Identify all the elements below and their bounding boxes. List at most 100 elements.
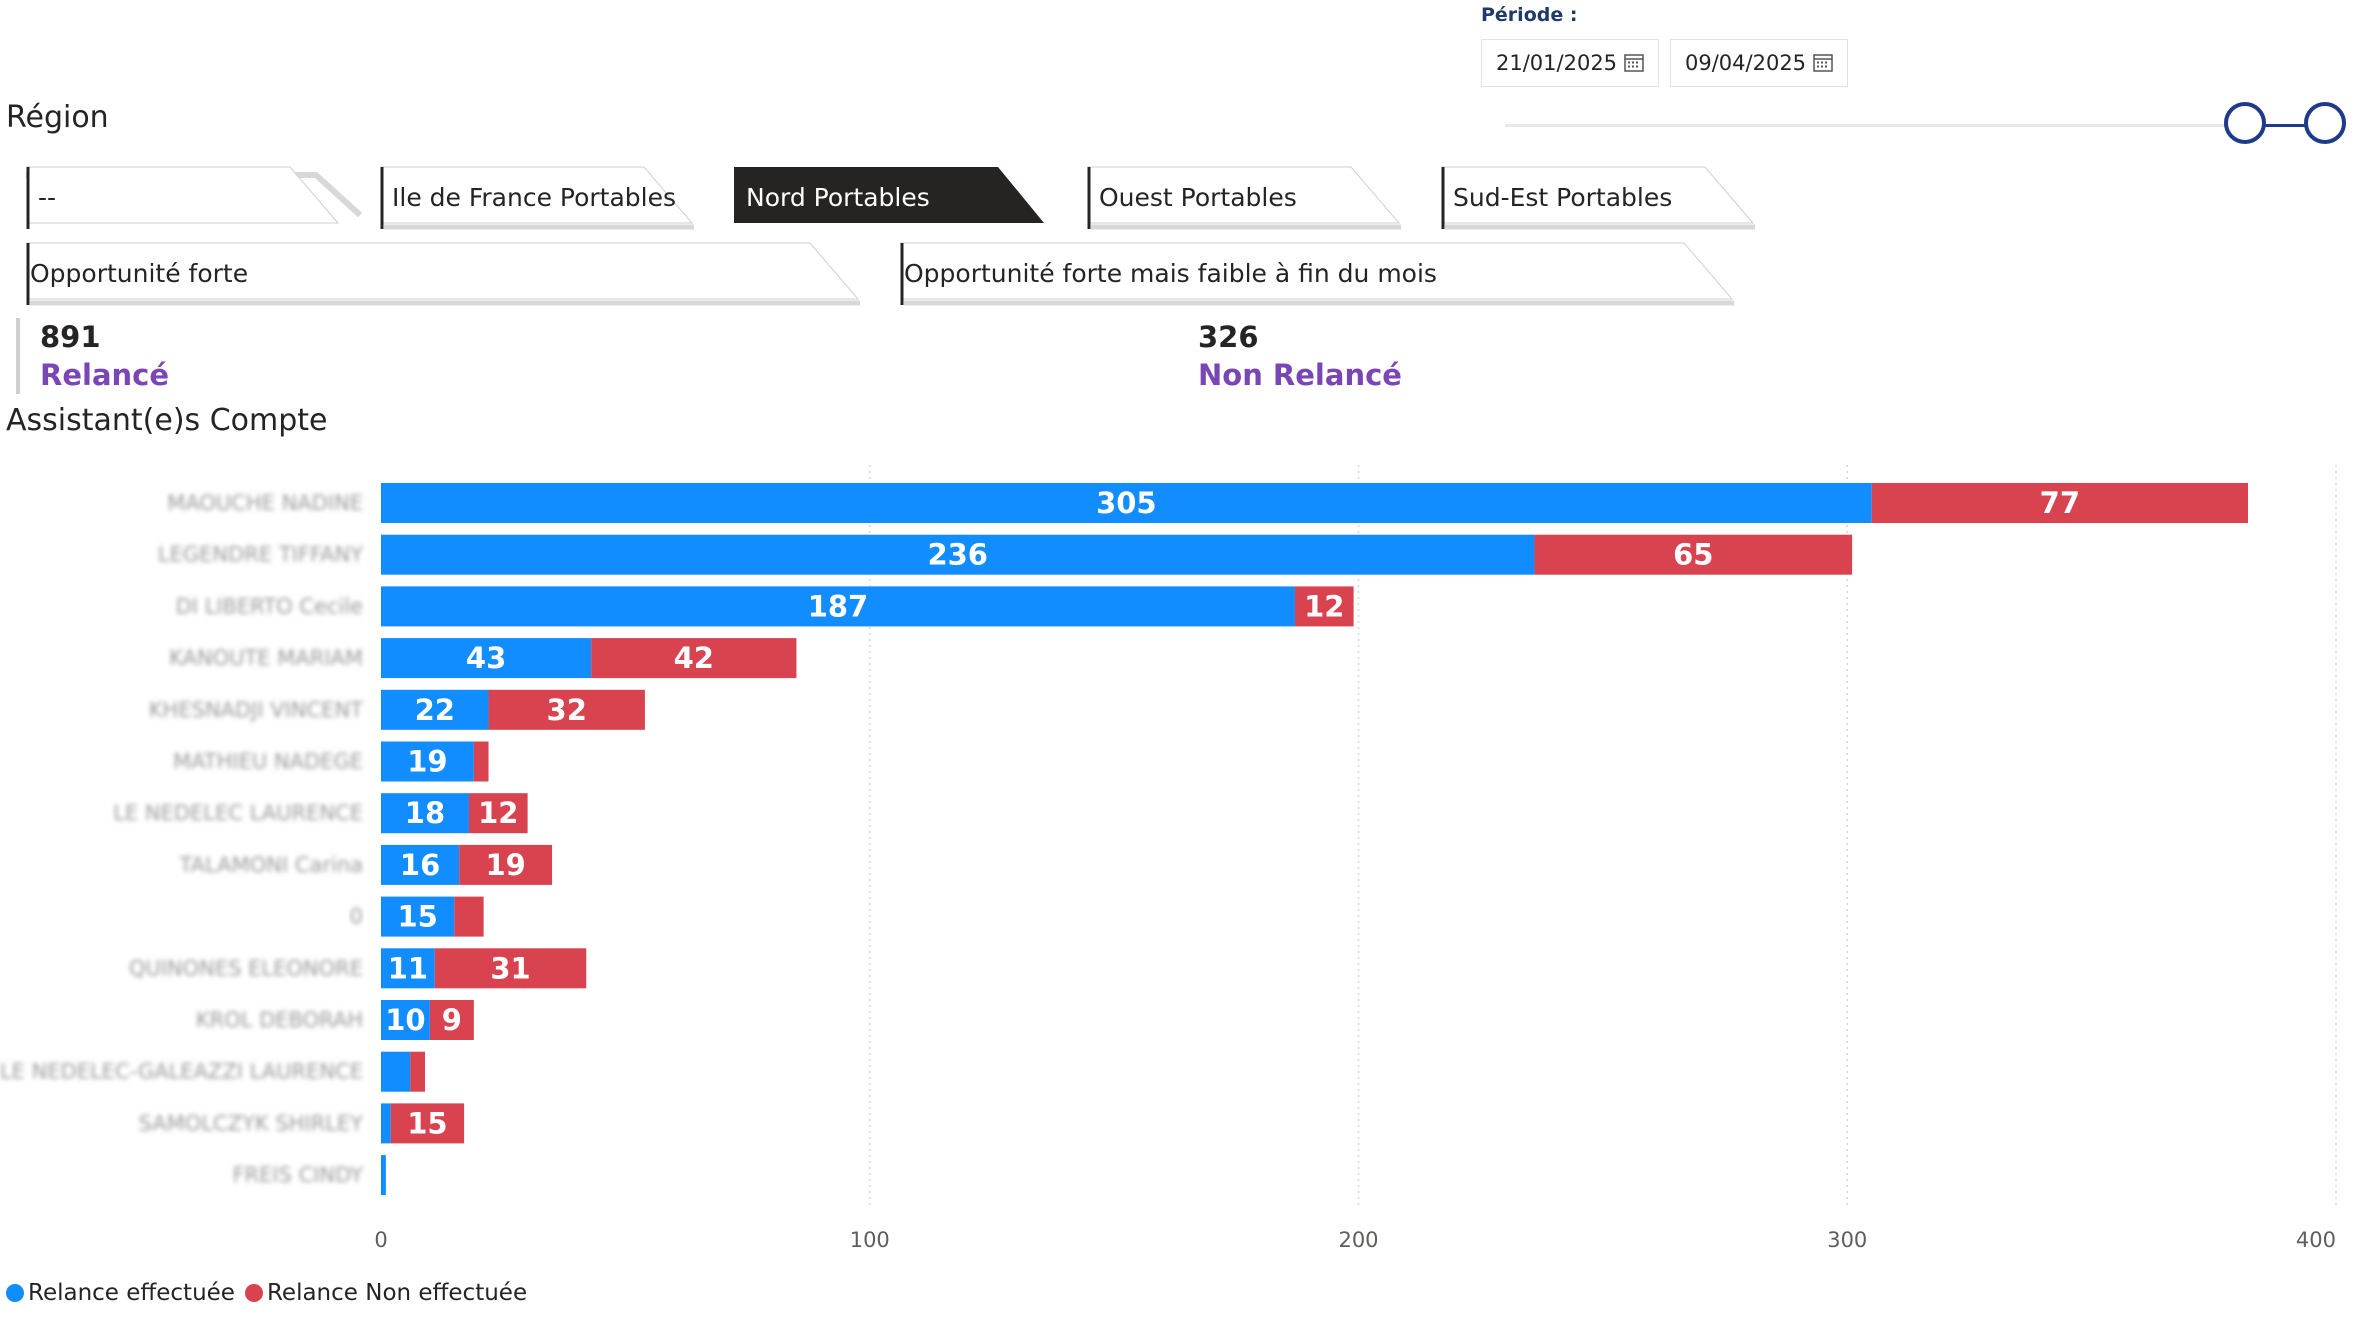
bar-non-relance[interactable] — [1871, 483, 2249, 523]
x-tick-label: 100 — [850, 1228, 890, 1252]
chip-shape — [380, 166, 694, 230]
bar-non-relance[interactable] — [1294, 586, 1354, 627]
kpi-relance-label: Relancé — [40, 358, 170, 392]
bar-relance[interactable] — [381, 844, 460, 885]
date-slider-start-handle[interactable] — [2224, 102, 2266, 144]
bar-relance[interactable] — [381, 638, 592, 679]
calendar-icon[interactable] — [1813, 53, 1833, 72]
data-label: 12 — [1304, 589, 1344, 623]
end-date-input[interactable]: 09/04/2025 — [1670, 39, 1848, 87]
bar-non-relance[interactable] — [410, 1051, 425, 1092]
chart-legend: Relance effectuée Relance Non effectuée — [6, 1278, 537, 1308]
bar-non-relance[interactable] — [454, 896, 484, 937]
legend-item-relance[interactable]: Relance effectuée — [6, 1280, 235, 1306]
bar-relance[interactable] — [381, 793, 469, 834]
data-label: 43 — [466, 641, 506, 675]
kpi-relance-value: 891 — [40, 320, 101, 354]
data-label: 12 — [478, 796, 518, 830]
date-slider-range — [2249, 124, 2324, 127]
bar-relance[interactable] — [381, 1155, 386, 1196]
category-labels: MAOUCHE NADINE LEGENDRE TIFFANY DI LIBERTO… — [0, 491, 363, 1187]
date-slider-track[interactable] — [1505, 124, 2325, 127]
start-date-input[interactable]: 21/01/2025 — [1481, 39, 1659, 87]
bar-non-relance[interactable] — [468, 793, 528, 834]
region-chip-ouest[interactable]: Ouest Portables — [1087, 166, 1405, 230]
calendar-icon[interactable] — [1624, 53, 1644, 72]
data-label: 77 — [2040, 486, 2080, 520]
category-label: FREIS CINDY — [232, 1163, 363, 1187]
x-tick-label: 0 — [374, 1228, 387, 1252]
chip-shape — [26, 166, 363, 229]
legend-dot-non-relance — [244, 1284, 263, 1302]
chip-label: -- — [38, 183, 57, 212]
data-label: 11 — [388, 951, 428, 985]
chip-label: Opportunité forte mais faible à fin du m… — [904, 259, 1437, 288]
category-label: LEGENDRE TIFFANY — [158, 543, 363, 567]
period-label: Période : — [1481, 4, 1578, 26]
legend-item-non-relance[interactable]: Relance Non effectuée — [244, 1280, 527, 1306]
chip-shape — [26, 242, 860, 306]
category-label: MAOUCHE NADINE — [167, 491, 363, 515]
category-label: KROL DEBORAH — [196, 1008, 363, 1032]
category-label: LE NEDELEC-GALEAZZI LAURENCE — [0, 1060, 363, 1084]
date-slider-end-handle[interactable] — [2304, 102, 2346, 144]
data-label: 15 — [407, 1106, 447, 1140]
data-label: 65 — [1673, 538, 1713, 572]
bar-relance[interactable] — [381, 586, 1295, 627]
chip-shape — [900, 242, 1734, 306]
data-label: 31 — [490, 951, 530, 985]
data-label: 187 — [808, 589, 869, 623]
bar-relance[interactable] — [381, 948, 435, 989]
bars: 305 77 236 65 187 12 43 42 22 32 19 18 12 16 19 15 11 31 1… — [381, 483, 2249, 1196]
bar-relance[interactable] — [381, 534, 1535, 575]
category-label: TALAMONI Carina — [178, 853, 363, 877]
region-chip-nord[interactable]: Nord Portables — [734, 167, 1046, 229]
bar-relance[interactable] — [381, 741, 474, 782]
bar-non-relance[interactable] — [390, 1103, 465, 1144]
data-label: 236 — [927, 538, 988, 572]
region-chip-ile-de-france[interactable]: Ile de France Portables — [380, 166, 698, 230]
category-label: MATHIEU NADEGE — [173, 750, 363, 774]
data-label: 32 — [547, 693, 587, 727]
bar-non-relance[interactable] — [1534, 534, 1853, 575]
data-label: 19 — [407, 745, 447, 779]
kpi-accent-bar — [16, 318, 20, 394]
bar-non-relance[interactable] — [429, 1000, 474, 1040]
category-label: 0 — [350, 905, 363, 929]
start-date-value: 21/01/2025 — [1496, 51, 1618, 75]
bar-non-relance[interactable] — [473, 741, 489, 782]
bar-relance[interactable] — [381, 1103, 391, 1144]
data-label: 22 — [415, 693, 455, 727]
bar-non-relance[interactable] — [434, 948, 587, 989]
x-axis-ticks: 0 100 200 300 400 — [374, 1228, 2336, 1252]
legend-label-relance: Relance effectuée — [28, 1280, 235, 1306]
kpi-non-relance-label: Non Relancé — [1198, 358, 1402, 392]
segment-chip-opportunite-forte[interactable]: Opportunité forte — [26, 242, 864, 306]
bar-non-relance[interactable] — [488, 689, 645, 730]
bar-relance[interactable] — [381, 689, 489, 730]
data-label: 42 — [674, 641, 714, 675]
legend-dot-relance — [6, 1284, 24, 1302]
chip-label: Ile de France Portables — [392, 183, 677, 212]
bar-non-relance[interactable] — [591, 638, 797, 679]
x-tick-label: 400 — [2296, 1228, 2336, 1252]
data-label: 16 — [400, 848, 440, 882]
kpi-non-relance-value: 326 — [1198, 320, 1259, 354]
chip-label: Opportunité forte — [30, 259, 249, 288]
bar-relance[interactable] — [381, 483, 1872, 523]
region-chip-sud-est[interactable]: Sud-Est Portables — [1441, 166, 1759, 230]
stacked-bar-chart: 305 77 236 65 187 12 43 42 22 32 19 18 12 16 19 15 11 31 1… — [0, 465, 2337, 1252]
data-label: 9 — [442, 1003, 462, 1037]
data-label: 15 — [397, 900, 437, 934]
data-label: 18 — [405, 796, 445, 830]
region-chip-empty[interactable]: -- — [26, 166, 363, 229]
chip-shape — [1087, 166, 1401, 230]
bar-relance[interactable] — [381, 896, 455, 937]
data-label: 19 — [485, 848, 525, 882]
bar-relance[interactable] — [381, 1051, 411, 1092]
bar-relance[interactable] — [381, 1000, 430, 1040]
segment-chip-opportunite-forte-faible[interactable]: Opportunité forte mais faible à fin du m… — [900, 242, 1738, 306]
chart-title: Assistant(e)s Compte — [6, 403, 328, 438]
category-label: KHESNADJI VINCENT — [149, 698, 363, 722]
bar-non-relance[interactable] — [459, 844, 553, 885]
